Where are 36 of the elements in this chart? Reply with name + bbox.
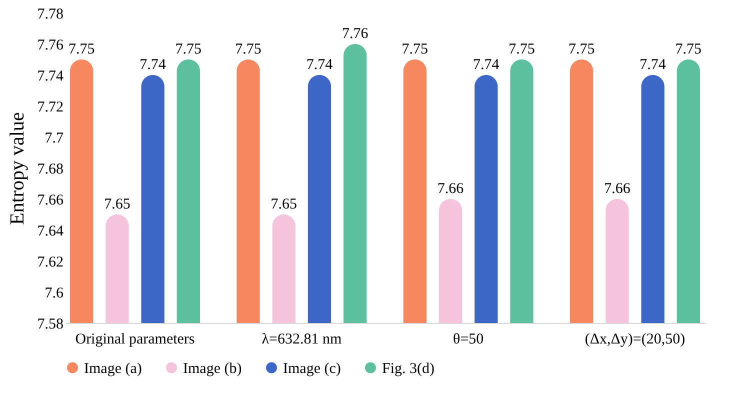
legend-label: Fig. 3(d): [382, 360, 435, 377]
y-axis-title: Entropy value: [6, 112, 28, 225]
y-tick-label: 7.76: [37, 38, 64, 54]
data-label: 7.75: [68, 42, 95, 58]
data-label: 7.75: [175, 42, 202, 58]
x-tick-label: θ=50: [453, 332, 484, 348]
data-label: 7.65: [270, 196, 297, 212]
data-label: 7.75: [675, 42, 702, 58]
x-tick-label: (Δx,Δy)=(20,50): [584, 332, 686, 348]
data-label: 7.76: [342, 26, 369, 42]
data-label: 7.75: [402, 42, 428, 58]
y-tick-label: 7.62: [37, 254, 64, 270]
data-label: 7.66: [437, 181, 464, 197]
y-tick-label: 7.78: [37, 6, 64, 22]
legend-label: Image (c): [283, 360, 341, 377]
data-label: 7.74: [640, 57, 666, 73]
data-label: 7.75: [568, 42, 595, 58]
y-tick-label: 7.58: [37, 316, 64, 332]
data-label: 7.65: [104, 196, 130, 212]
y-tick-label: 7.6: [44, 286, 64, 302]
y-tick-label: 7.74: [37, 68, 64, 84]
y-tick-label: 7.72: [37, 100, 64, 116]
data-label: 7.74: [140, 57, 166, 73]
y-tick-label: 7.68: [37, 162, 64, 178]
y-tick-label: 7.64: [37, 224, 64, 240]
legend-label: Image (a): [84, 360, 142, 377]
y-tick-label: 7.7: [44, 130, 64, 146]
data-label: 7.66: [604, 181, 631, 197]
data-label: 7.74: [306, 57, 334, 73]
y-tick-label: 7.66: [37, 192, 64, 208]
data-label: 7.75: [508, 42, 535, 58]
data-label: 7.75: [235, 42, 262, 58]
x-tick-label: λ=632.81 nm: [262, 332, 342, 348]
legend-label: Image (b): [183, 360, 242, 377]
data-label: 7.74: [473, 57, 500, 73]
x-tick-label: Original parameters: [75, 332, 195, 348]
